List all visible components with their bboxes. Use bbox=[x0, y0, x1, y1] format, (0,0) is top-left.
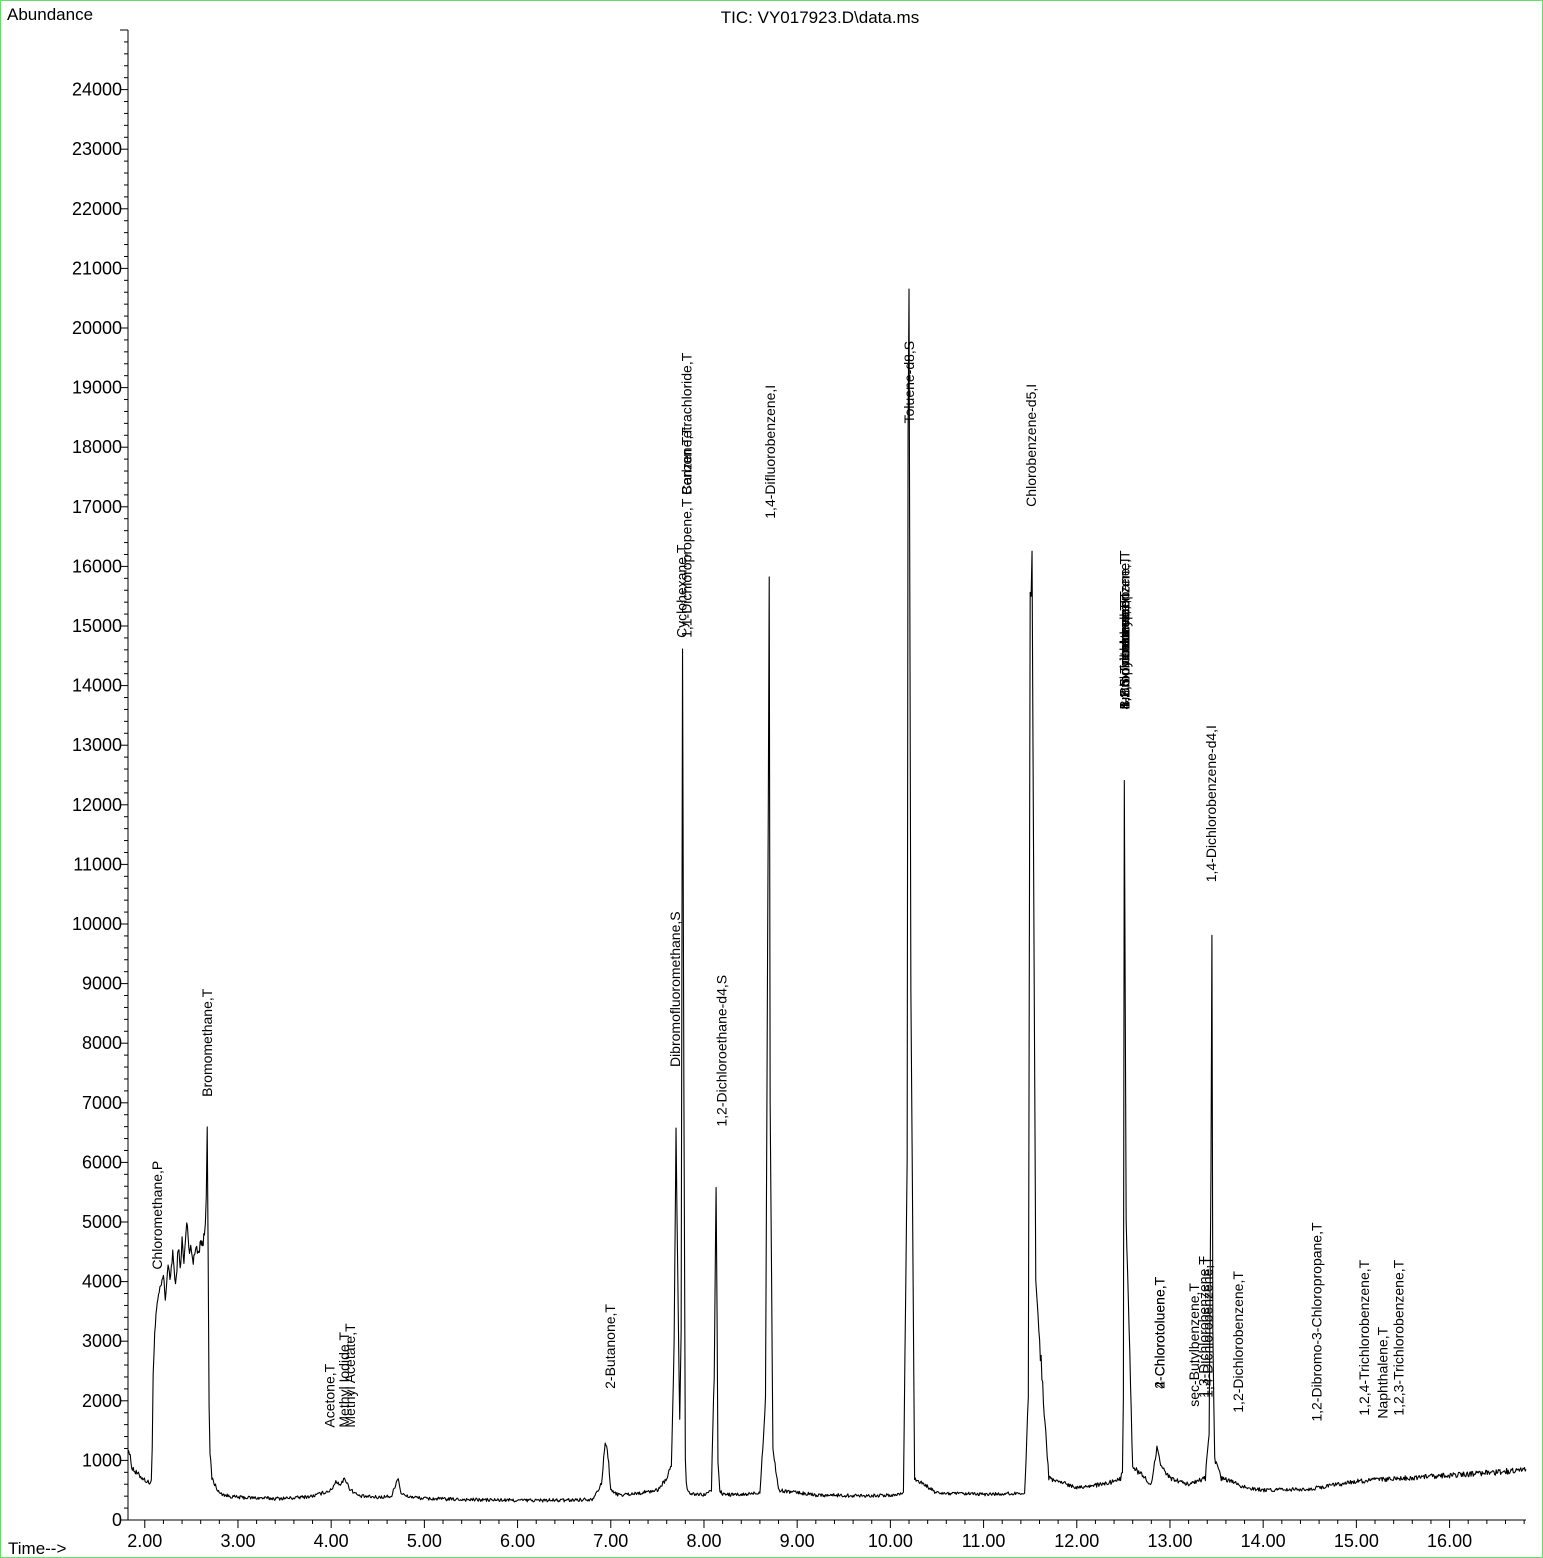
y-tick-label: 7000 bbox=[82, 1093, 122, 1113]
peak-label: Benzene,T bbox=[678, 427, 694, 495]
peak-label: Bromobenzene,T bbox=[1116, 602, 1132, 710]
peak-label: 1,4-Dichlorobenzene-d4,I bbox=[1203, 725, 1219, 882]
y-tick-label: 19000 bbox=[72, 378, 122, 398]
series-layer bbox=[127, 288, 1527, 1503]
x-tick-label: 6.00 bbox=[500, 1531, 535, 1551]
peak-label: n-Propylbenzene,T bbox=[1116, 591, 1132, 710]
x-tick-label: 8.00 bbox=[686, 1531, 721, 1551]
x-axis-label: Time--> bbox=[8, 1539, 66, 1558]
peak-label: Cyclohexane,T bbox=[674, 544, 690, 638]
peak-label: 1,4-Dichlorobenzene,T bbox=[1199, 1256, 1215, 1398]
y-tick-label: 4000 bbox=[82, 1272, 122, 1292]
peak-label: Methyl Iodide,T bbox=[336, 1331, 352, 1427]
x-tick-label: 9.00 bbox=[780, 1531, 815, 1551]
peak-label: 1,2,4-Trichlorobenzene,T bbox=[1356, 1259, 1372, 1415]
x-tick-label: 14.00 bbox=[1241, 1531, 1286, 1551]
y-tick-label: 11000 bbox=[73, 854, 122, 874]
peak-label: Carbon Tetrachloride,T bbox=[678, 352, 694, 495]
y-axis-label: Abundance bbox=[7, 5, 93, 24]
y-tick-label: 14000 bbox=[72, 676, 122, 696]
y-tick-label: 13000 bbox=[72, 735, 122, 755]
y-tick-label: 21000 bbox=[72, 258, 122, 278]
peak-label: Chlorobenzene-d5,I bbox=[1023, 384, 1039, 507]
peak-label: 1,2,3-Trichlorobenzene,T bbox=[1390, 1259, 1406, 1415]
y-tick-label: 5000 bbox=[82, 1212, 122, 1232]
y-tick-label: 9000 bbox=[82, 974, 122, 994]
x-tick-label: 13.00 bbox=[1147, 1531, 1192, 1551]
x-tick-label: 10.00 bbox=[868, 1531, 913, 1551]
peak-label: Toluene-d8,S bbox=[901, 341, 917, 424]
peak-label: 4-Chlorotoluene,T bbox=[1116, 597, 1132, 710]
y-tick-label: 2000 bbox=[82, 1391, 122, 1411]
x-tick-label: 11.00 bbox=[962, 1531, 1006, 1551]
chart-title: TIC: VY017923.D\data.ms bbox=[721, 8, 919, 27]
x-tick-label: 2.00 bbox=[127, 1531, 162, 1551]
x-tick-label: 15.00 bbox=[1334, 1531, 1379, 1551]
y-tick-label: 12000 bbox=[72, 795, 122, 815]
peak-label: 1,2-Dibromo-3-Chloropropane,T bbox=[1308, 1222, 1324, 1422]
y-ticks: 0 1000 2000 3000 4000 5000 6000 7000 8000 9000 100… bbox=[72, 29, 128, 1530]
x-tick-label: 12.00 bbox=[1054, 1531, 1099, 1551]
y-tick-label: 3000 bbox=[82, 1331, 122, 1351]
x-tick-label: 4.00 bbox=[314, 1531, 349, 1551]
peak-label: Chloromethane,P bbox=[149, 1161, 165, 1270]
y-tick-label: 23000 bbox=[72, 139, 122, 159]
peak-label: Acetone,T bbox=[321, 1363, 337, 1427]
peak-labels: Chloromethane,PBromomethane,TAcetone,TMe… bbox=[149, 341, 1406, 1428]
peak-label: 1,3,5-Trimethylbenzene,T bbox=[1116, 550, 1132, 709]
y-tick-label: 24000 bbox=[72, 80, 122, 100]
peak-label: sec-Butylbenzene,T bbox=[1186, 1283, 1202, 1407]
peak-label: Dibromofluoromethane,S bbox=[667, 911, 683, 1067]
x-tick-label: 16.00 bbox=[1427, 1531, 1472, 1551]
peak-label: 1,3-Dichlorobenzene,T bbox=[1196, 1256, 1212, 1398]
y-tick-label: 22000 bbox=[72, 199, 122, 219]
tic-trace-line bbox=[127, 288, 1527, 1503]
peak-label: Methyl Acetate,T bbox=[342, 1323, 358, 1428]
y-tick-label: 1000 bbox=[82, 1450, 122, 1470]
y-tick-label: 8000 bbox=[82, 1033, 122, 1053]
peak-label: 1,2-Dichlorobenzene,T bbox=[1230, 1271, 1246, 1413]
y-tick-label: 10000 bbox=[72, 914, 122, 934]
y-tick-label: 16000 bbox=[72, 556, 122, 576]
peak-label: Bromomethane,T bbox=[199, 988, 215, 1097]
peak-label: 1,2-Dichloroethane-d4,S bbox=[714, 975, 730, 1127]
peak-label: 2-Chlorotoluene,T bbox=[1152, 1276, 1168, 1389]
peak-label: Naphthalene,T bbox=[1374, 1326, 1390, 1418]
peak-label: 1,1-Dichloropropene,T bbox=[678, 498, 694, 638]
y-tick-label: 20000 bbox=[72, 318, 122, 338]
y-tick-label: 18000 bbox=[72, 437, 122, 457]
y-tick-label: 15000 bbox=[72, 616, 122, 636]
y-tick-label: 6000 bbox=[82, 1152, 122, 1172]
x-tick-label: 7.00 bbox=[593, 1531, 628, 1551]
peak-label: 2-Butanone,T bbox=[602, 1304, 618, 1389]
peak-label: 1,4-Difluorobenzene,I bbox=[762, 385, 778, 519]
x-tick-label: 3.00 bbox=[220, 1531, 255, 1551]
x-tick-label: 5.00 bbox=[407, 1531, 442, 1551]
peak-label: 1,2,3-Trichloropropane,T bbox=[1116, 555, 1132, 709]
y-tick-label: 0 bbox=[112, 1510, 122, 1530]
peak-label: 4-Chlorotoluene,T bbox=[1152, 1276, 1168, 1389]
x-ticks: 2.00 3.00 4.00 5.00 6.00 7.00 8.00 9.00 10.00 11.… bbox=[127, 1520, 1525, 1551]
y-tick-label: 17000 bbox=[72, 497, 122, 517]
